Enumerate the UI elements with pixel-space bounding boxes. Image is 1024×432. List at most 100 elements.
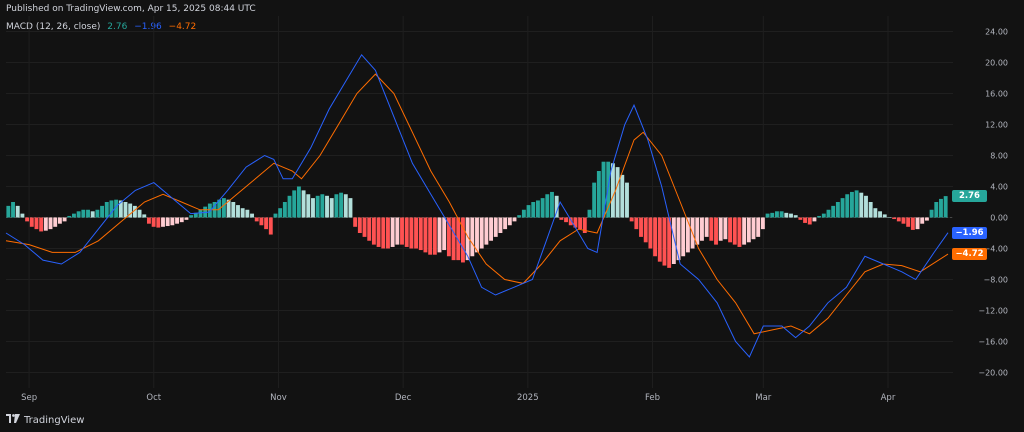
y-tick-label: 16.00 — [985, 90, 1008, 99]
histogram-bar — [325, 195, 329, 218]
histogram-bar — [156, 217, 161, 228]
histogram-bar — [39, 217, 44, 232]
histogram-bar — [29, 217, 34, 227]
histogram-bar — [765, 213, 770, 218]
histogram-bar — [306, 194, 311, 218]
indicator-legend[interactable]: MACD (12, 26, close) 2.76 −1.96 −4.72 — [6, 22, 200, 32]
histogram-bar — [161, 217, 165, 227]
histogram-bar — [521, 209, 526, 218]
histogram-bar — [854, 190, 859, 218]
histogram-bar — [329, 198, 334, 218]
histogram-bar — [273, 213, 278, 218]
histogram-bar — [596, 171, 601, 218]
x-tick-label: Feb — [645, 393, 660, 403]
histogram-bar — [737, 217, 742, 247]
histogram-bar — [114, 199, 119, 218]
histogram-bar — [268, 217, 273, 235]
histogram-bar — [831, 205, 836, 218]
histogram-bar — [550, 191, 554, 218]
histogram-bar — [924, 217, 929, 221]
histogram-bar — [817, 215, 822, 218]
histogram-bar — [493, 217, 498, 237]
histogram-bar — [620, 174, 625, 218]
histogram-bar — [615, 167, 620, 218]
histogram-bar — [849, 191, 854, 218]
histogram-bar — [81, 209, 86, 218]
histogram-bar — [179, 217, 184, 223]
histogram-bar — [517, 215, 522, 218]
histogram-bar — [367, 217, 372, 241]
histogram-bar — [404, 217, 409, 247]
histogram-bar — [109, 200, 114, 218]
x-tick-label: Mar — [755, 393, 772, 403]
y-tick-label: −20.00 — [978, 369, 1008, 378]
histogram-bar — [892, 217, 897, 220]
histogram-bar — [526, 205, 531, 218]
histogram-bar — [868, 202, 873, 218]
histogram-bar — [625, 182, 629, 218]
histogram-bar — [25, 217, 30, 222]
histogram-bar — [339, 192, 344, 218]
histogram-bar — [320, 194, 325, 218]
histogram-bar — [104, 202, 109, 218]
histogram-bar — [170, 217, 175, 226]
histogram-bar — [479, 217, 484, 249]
histogram-bar — [718, 217, 723, 241]
y-tick-label: 4.00 — [990, 183, 1008, 192]
histogram-bar — [43, 217, 48, 231]
histogram-bar — [770, 212, 775, 218]
histogram-bar — [48, 217, 53, 230]
histogram-bar — [859, 192, 864, 218]
histogram-bar — [221, 198, 226, 218]
histogram-bar — [540, 198, 545, 218]
histogram-bar — [648, 217, 653, 249]
histogram-bar — [193, 212, 198, 218]
histogram-bar — [165, 217, 170, 227]
histogram-bar — [437, 217, 442, 253]
histogram-bar — [475, 217, 479, 253]
brand-label: TradingView — [24, 414, 85, 426]
histogram-bar — [629, 217, 634, 222]
histogram-bar — [362, 217, 367, 237]
histogram-bar — [671, 217, 676, 264]
footer — [0, 410, 1024, 432]
histogram-bar — [123, 202, 128, 218]
histogram-bar — [292, 190, 297, 218]
tradingview-logo[interactable]: TradingView — [6, 414, 84, 426]
histogram-bar — [371, 217, 376, 245]
histogram-bar — [146, 217, 151, 224]
histogram-bar — [653, 217, 658, 257]
y-tick-label: −16.00 — [978, 338, 1008, 347]
histogram-bar — [207, 203, 212, 218]
histogram-bar — [531, 202, 536, 218]
histogram-bar — [76, 211, 81, 218]
histogram-bar — [498, 217, 503, 233]
histogram-bar — [943, 196, 948, 218]
histogram-bar — [676, 217, 681, 261]
histogram-bar — [381, 217, 386, 249]
histogram-bar — [887, 217, 892, 218]
histogram-bar — [535, 200, 540, 218]
histogram-bar — [789, 213, 793, 218]
histogram-bar — [264, 217, 269, 230]
indicator-name: MACD (12, 26, close) — [6, 22, 101, 32]
histogram-bar — [742, 217, 747, 245]
histogram-bar — [582, 217, 587, 233]
histogram-bar — [929, 209, 934, 218]
histogram-bar — [709, 217, 714, 241]
histogram-bar — [732, 217, 737, 245]
histogram-bar — [118, 200, 123, 218]
published-info: Published on TradingView.com, Apr 15, 20… — [6, 4, 256, 14]
histogram-bar — [465, 217, 470, 261]
histogram-bar — [11, 202, 15, 218]
histogram-bar — [250, 213, 254, 218]
histogram-bar — [282, 202, 287, 218]
histogram-bar — [610, 163, 615, 218]
macd-chart[interactable]: 24.00 20.00 16.00 12.00 8.00 4.00 0.00 −4.00 −8.… — [0, 0, 1024, 410]
histogram-bar — [812, 217, 817, 222]
histogram-bar — [418, 217, 423, 251]
x-tick-label: Apr — [881, 393, 896, 403]
histogram-price-tag: 2.76 — [952, 190, 987, 203]
histogram-bar — [643, 217, 648, 243]
histogram-bar — [821, 213, 826, 218]
